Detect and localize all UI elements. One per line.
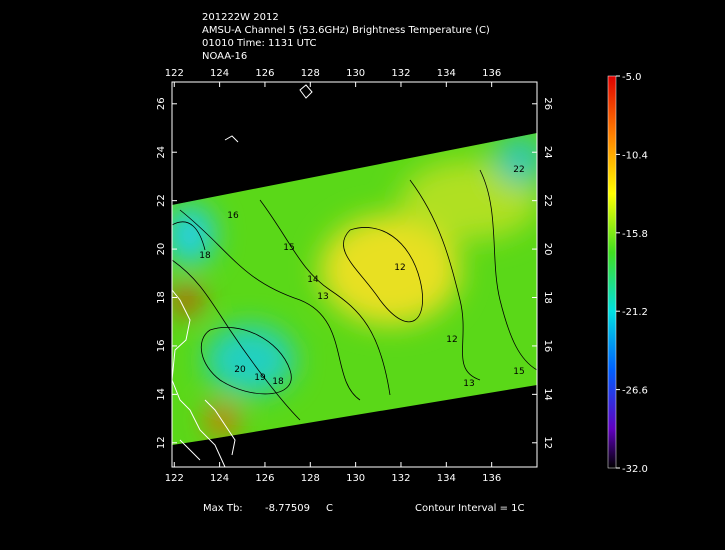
lat-label: 22 <box>542 194 553 207</box>
title-line: 01010 Time: 1131 UTC <box>202 38 316 49</box>
title-line: NOAA-16 <box>202 51 247 62</box>
contour-label: 20 <box>234 365 246 375</box>
swath <box>172 133 537 445</box>
lat-label: 12 <box>542 436 553 449</box>
contour-label: 13 <box>463 379 474 389</box>
lat-label: 18 <box>156 291 167 304</box>
colorbar-label: -5.0 <box>622 72 642 83</box>
lon-label: 130 <box>346 473 365 484</box>
max-value: -8.77509 <box>265 503 310 514</box>
lat-label: 14 <box>156 388 167 401</box>
lat-label: 16 <box>542 340 553 353</box>
contour-label: 14 <box>307 275 319 285</box>
map-frame <box>171 81 538 468</box>
lon-label: 128 <box>301 473 320 484</box>
lon-label: 134 <box>437 68 456 79</box>
contour-label: 13 <box>317 292 328 302</box>
contour-label: 22 <box>513 165 524 175</box>
contour-label: 18 <box>199 251 211 261</box>
lat-label: 20 <box>542 243 553 256</box>
lon-label: 124 <box>210 68 229 79</box>
lat-label: 18 <box>542 291 553 304</box>
lat-label: 20 <box>156 243 167 256</box>
contour-label: 16 <box>227 211 239 221</box>
contour-label: 18 <box>272 377 284 387</box>
lon-label: 126 <box>255 68 274 79</box>
lon-label: 130 <box>346 68 365 79</box>
lon-label: 126 <box>255 473 274 484</box>
colorbar-label: -10.4 <box>622 150 648 161</box>
lat-label: 22 <box>156 194 167 207</box>
contour-label: 15 <box>513 367 524 377</box>
lat-label: 12 <box>156 436 167 449</box>
lat-label: 16 <box>156 340 167 353</box>
lat-label: 24 <box>542 146 553 159</box>
lon-label: 134 <box>437 473 456 484</box>
lon-label: 132 <box>391 473 410 484</box>
colorbar-label: -32.0 <box>622 464 648 475</box>
max-label: Max Tb: <box>203 503 243 514</box>
title-line: 201222W 2012 <box>202 12 279 23</box>
contour-label: 12 <box>446 335 457 345</box>
contour-label: 12 <box>394 263 405 273</box>
colorbar-label: -26.6 <box>622 386 648 397</box>
contour-label: 15 <box>283 243 294 253</box>
colorbar-label: -21.2 <box>622 307 648 318</box>
title-line: AMSU-A Channel 5 (53.6GHz) Brightness Te… <box>202 25 490 36</box>
colorbar <box>607 75 617 469</box>
lat-label: 14 <box>542 388 553 401</box>
max-unit: C <box>326 503 333 514</box>
lat-label: 26 <box>156 97 167 110</box>
lat-label: 24 <box>156 146 167 159</box>
lon-label: 136 <box>482 473 501 484</box>
lon-label: 128 <box>301 68 320 79</box>
lon-label: 124 <box>210 473 229 484</box>
lon-label: 122 <box>165 68 184 79</box>
colorbar-label: -15.8 <box>622 229 648 240</box>
contour-interval: Contour Interval = 1C <box>415 503 525 514</box>
lat-label: 26 <box>542 97 553 110</box>
lon-label: 122 <box>165 473 184 484</box>
lon-label: 136 <box>482 68 501 79</box>
contour-label: 19 <box>254 373 266 383</box>
lon-label: 132 <box>391 68 410 79</box>
